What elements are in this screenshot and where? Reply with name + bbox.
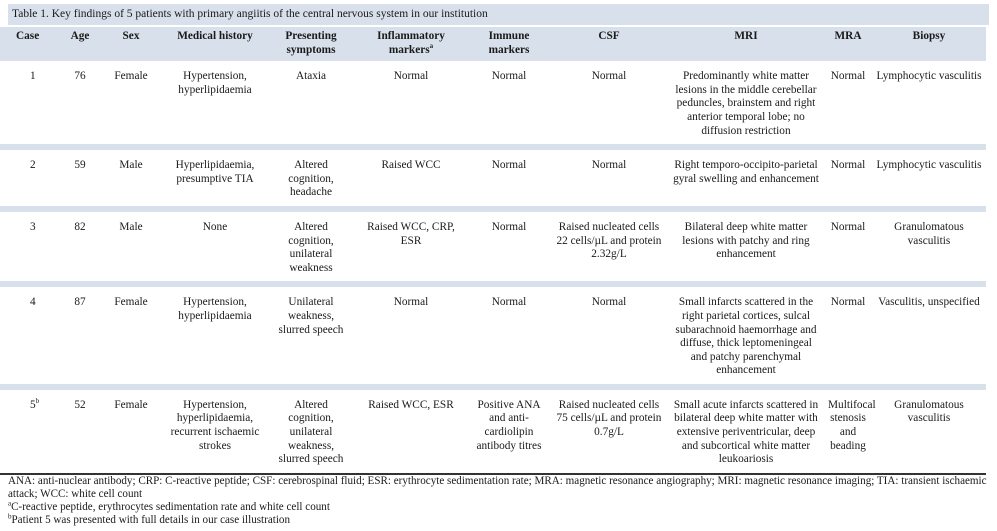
cell-mri: Bilateral deep white matter lesions with…: [682, 220, 810, 261]
cell-inflammatory-markers: Normal: [393, 70, 429, 83]
footnote-a-symbol: a: [8, 499, 12, 508]
cell-mra: Normal: [830, 220, 866, 233]
cell-medical-history: Hypertension, hyperlipidaemia: [178, 70, 252, 96]
header-inflammatory-markers: Inflammatory markersa: [354, 27, 468, 61]
footnote-b-symbol: b: [8, 512, 12, 521]
header-medical-history: Medical history: [177, 30, 253, 42]
cell-mra: Normal: [830, 296, 866, 309]
cell-sex: Female: [114, 296, 148, 309]
footnote-a-marker: a: [429, 41, 434, 50]
cell-presenting-symptoms: Ataxia: [295, 70, 327, 83]
cell-medical-history: Hyperlipidaemia, presumptive TIA: [175, 159, 255, 185]
cell-biopsy: Lymphocytic vasculitis: [876, 70, 982, 83]
cell-sex: Male: [119, 220, 143, 233]
footnote-b-marker: b: [35, 397, 40, 406]
cell-presenting-symptoms: Unilateral weakness, slurred speech: [278, 296, 344, 336]
cell-presenting-symptoms: Altered cognition, headache: [288, 159, 334, 199]
table-row: 4 87 Female Hypertension, hyperlipidaemi…: [0, 284, 986, 387]
cell-presenting-symptoms: Altered cognition, unilateral weakness: [288, 220, 334, 274]
abbreviations-note: ANA: anti-nuclear antibody; CRP: C-react…: [8, 475, 987, 500]
cell-medical-history: Hypertension, hyperlipidaemia: [178, 296, 252, 322]
cell-biopsy: Granulomatous vasculitis: [894, 398, 964, 425]
cell-sex: Female: [114, 70, 148, 83]
header-mra: MRA: [834, 30, 862, 42]
header-case: Case: [16, 30, 40, 42]
header-sex: Sex: [122, 30, 140, 42]
header-csf: CSF: [598, 30, 620, 42]
cell-mra: Normal: [830, 159, 866, 172]
table-footnotes: ANA: anti-nuclear antibody; CRP: C-react…: [8, 475, 988, 527]
header-biopsy: Biopsy: [912, 30, 946, 42]
cell-age: 76: [74, 70, 86, 83]
cell-case: 3: [30, 220, 36, 233]
cell-biopsy: Lymphocytic vasculitis: [876, 159, 982, 172]
cell-case: 5b: [0, 387, 60, 474]
cell-age: 52: [74, 398, 86, 411]
cell-case: 2: [30, 159, 36, 172]
footnote-a-text: C-reactive peptide, erythrocytes sedimen…: [11, 501, 330, 513]
header-immune-markers: Immune markers: [488, 30, 530, 56]
cell-age: 87: [74, 296, 86, 309]
cell-age: 59: [74, 159, 86, 172]
header-inflammatory-label: Inflammatory markers: [377, 30, 445, 56]
cell-biopsy: Vasculitis, unspecified: [878, 296, 980, 309]
table-row: 5b 52 Female Hypertension, hyperlipidaem…: [0, 387, 986, 474]
footnote-a: aC-reactive peptide, erythrocytes sedime…: [8, 499, 988, 514]
cell-csf: Normal: [591, 70, 627, 83]
cell-immune-markers: Normal: [491, 159, 527, 172]
case-number: 5: [30, 398, 36, 411]
cell-csf: Raised nucleated cells 22 cells/µL and p…: [556, 220, 662, 261]
cell-medical-history: Hypertension, hyperlipidaemia, recurrent…: [170, 398, 260, 452]
cell-medical-history: None: [202, 220, 228, 233]
cell-csf: Raised nucleated cells 75 cells/µL and p…: [556, 398, 662, 439]
cell-sex: Male: [119, 159, 143, 172]
cell-immune-markers: Positive ANA and anti-cardiolipin antibo…: [476, 398, 542, 452]
cell-immune-markers: Normal: [491, 220, 527, 233]
cell-csf: Normal: [591, 159, 627, 172]
cell-mra: Multifocal stenosis and beading: [828, 398, 876, 452]
cell-inflammatory-markers: Raised WCC, ESR: [368, 398, 454, 411]
cell-inflammatory-markers: Raised WCC: [381, 159, 441, 172]
cell-immune-markers: Normal: [491, 70, 527, 83]
findings-table: Case Age Sex Medical history Presenting …: [0, 27, 986, 475]
cell-mra: Normal: [830, 70, 866, 83]
cell-mri: Right temporo-occipito-parietal gyral sw…: [673, 159, 819, 185]
cell-inflammatory-markers: Raised WCC, CRP, ESR: [367, 220, 455, 247]
cell-presenting-symptoms: Altered cognition, unilateral weakness, …: [278, 398, 344, 466]
cell-inflammatory-markers: Normal: [393, 296, 429, 309]
cell-sex: Female: [114, 398, 148, 411]
footnote-b: bPatient 5 was presented with full detai…: [8, 512, 988, 527]
table-row: 2 59 Male Hyperlipidaemia, presumptive T…: [0, 147, 986, 209]
header-presenting-symptoms: Presenting symptoms: [285, 30, 337, 56]
header-age: Age: [70, 30, 90, 42]
cell-age: 82: [74, 220, 86, 233]
cell-mri: Small infarcts scattered in the right pa…: [675, 296, 817, 377]
cell-csf: Normal: [591, 296, 627, 309]
cell-case: 4: [30, 296, 36, 309]
header-mri: MRI: [734, 30, 758, 42]
cell-immune-markers: Normal: [491, 296, 527, 309]
cell-mri: Small acute infarcts scattered in bilate…: [673, 398, 819, 466]
table-caption: Table 1. Key findings of 5 patients with…: [8, 4, 989, 25]
table-row: 1 76 Female Hypertension, hyperlipidaemi…: [0, 61, 986, 148]
cell-biopsy: Granulomatous vasculitis: [894, 220, 964, 247]
cell-case: 1: [30, 70, 36, 83]
table-row: 3 82 Male None Altered cognition, unilat…: [0, 209, 986, 285]
table-header-row: Case Age Sex Medical history Presenting …: [0, 27, 986, 62]
footnote-b-text: Patient 5 was presented with full detail…: [11, 514, 291, 526]
cell-mri: Predominantly white matter lesions in th…: [675, 70, 817, 137]
